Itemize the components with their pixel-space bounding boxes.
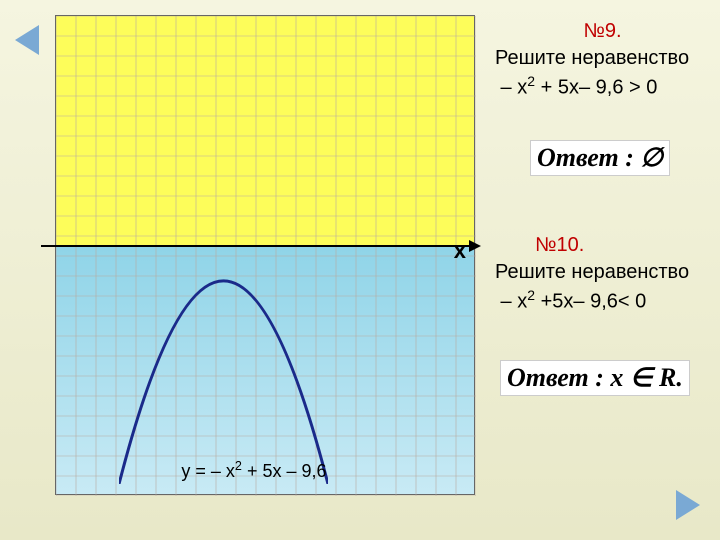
x-axis-label: х <box>454 238 466 264</box>
problem-9: №9. Решите неравенство – x2 + 5x– 9,6 > … <box>495 18 710 102</box>
slide: х y = – x2 + 5x – 9,6 №9. Решите неравен… <box>0 0 720 540</box>
problem-10-number: №10. <box>535 234 584 256</box>
problem-9-text2: – x2 + 5x– 9,6 > 0 <box>495 72 710 102</box>
problem-10-text2: – x2 +5x– 9,6< 0 <box>495 286 715 316</box>
nav-next-icon[interactable] <box>676 490 700 520</box>
upper-halfplane <box>56 16 474 245</box>
graph-panel: х y = – x2 + 5x – 9,6 <box>55 15 475 495</box>
answer-10: Ответ : x ∈ R. <box>500 360 690 396</box>
answer-9: Ответ : ∅ <box>530 140 670 176</box>
problem-10: №10. Решите неравенство – x2 +5x– 9,6< 0 <box>495 232 715 316</box>
answer-10-prefix: Ответ <box>507 363 589 392</box>
equation-label: y = – x2 + 5x – 9,6 <box>181 459 326 482</box>
problem-9-number: №9. <box>583 20 621 42</box>
problem-10-text1: Решите неравенство <box>495 259 715 286</box>
nav-back-icon[interactable] <box>15 25 39 55</box>
answer-9-prefix: Ответ <box>537 143 619 172</box>
answer-10-value: x ∈ R. <box>610 363 683 392</box>
answer-9-value: ∅ <box>640 143 663 172</box>
parabola-curve <box>119 245 328 484</box>
problem-9-text1: Решите неравенство <box>495 45 710 72</box>
